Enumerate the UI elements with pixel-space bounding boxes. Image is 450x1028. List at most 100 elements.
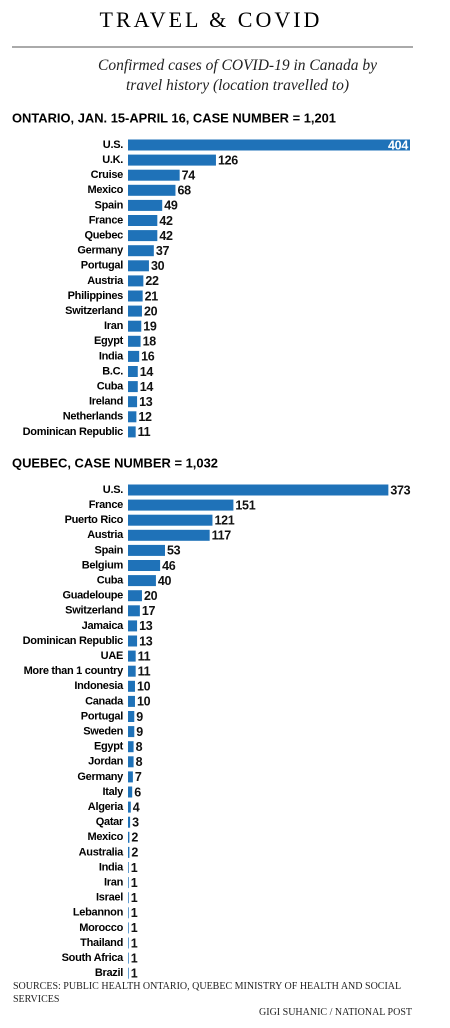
value-label: 8 [136, 755, 143, 769]
bar [128, 544, 165, 556]
category-label: France [89, 499, 123, 511]
category-label: UAE [101, 650, 123, 662]
bar [128, 952, 129, 964]
category-label: Cruise [91, 169, 124, 181]
bar [128, 605, 140, 617]
category-label: Canada [85, 695, 124, 707]
bar [128, 665, 136, 677]
category-label: Iran [104, 877, 124, 889]
category-label: Portugal [81, 710, 123, 722]
bar [128, 245, 154, 257]
value-label: 9 [136, 710, 143, 724]
value-label: 6 [134, 785, 141, 799]
value-label: 1 [131, 876, 138, 890]
value-label: 121 [214, 513, 234, 527]
category-label: Philippines [68, 290, 124, 302]
bar [128, 650, 136, 662]
bar [128, 290, 143, 302]
value-label: 19 [143, 319, 157, 333]
category-label: Quebec [84, 230, 123, 242]
value-label: 3 [132, 815, 139, 829]
category-label: Cuba [97, 381, 124, 393]
bar [128, 260, 149, 272]
value-label: 1 [131, 936, 138, 950]
value-label: 14 [140, 380, 154, 394]
sources: SOURCES: PUBLIC HEALTH ONTARIO, QUEBEC M… [13, 981, 401, 1005]
bar [128, 967, 129, 979]
bar [128, 831, 130, 843]
value-label: 18 [143, 335, 157, 349]
value-label: 68 [177, 184, 191, 198]
value-label: 9 [136, 725, 143, 739]
category-label: Morocco [79, 922, 123, 934]
bar [128, 169, 180, 181]
value-label: 11 [138, 664, 151, 678]
category-label: Mexico [88, 831, 124, 843]
value-label: 373 [390, 483, 410, 497]
value-label: 16 [141, 350, 155, 364]
value-label: 2 [131, 846, 138, 860]
value-label: 42 [159, 214, 173, 228]
bar [128, 484, 389, 496]
bar [128, 381, 138, 393]
bar [128, 305, 142, 317]
category-label: Belgium [82, 559, 124, 571]
value-label: 10 [137, 680, 151, 694]
category-label: Italy [102, 786, 124, 798]
category-label: Portugal [81, 260, 123, 272]
category-label: Puerto Rico [65, 514, 124, 526]
bar [128, 499, 234, 511]
bar [128, 215, 158, 226]
category-label: Iran [104, 320, 124, 332]
category-label: Germany [77, 245, 124, 257]
bar [128, 635, 138, 647]
value-label: 1 [131, 951, 138, 965]
bar [128, 862, 129, 873]
value-label: 1 [131, 921, 138, 935]
bar [128, 907, 129, 919]
bar [128, 726, 135, 738]
chart-title: ONTARIO, JAN. 15-APRIL 16, CASE NUMBER =… [12, 110, 336, 125]
category-label: Australia [79, 846, 125, 858]
value-label: 10 [137, 695, 151, 709]
value-label: 21 [145, 289, 159, 303]
bar [128, 320, 142, 332]
bar [128, 199, 163, 211]
bar [128, 396, 138, 408]
bar [128, 771, 133, 783]
bar [128, 426, 136, 438]
bar [128, 335, 141, 347]
category-label: Netherlands [63, 411, 123, 423]
bar [128, 756, 134, 768]
category-label: Egypt [94, 741, 124, 753]
bar [128, 695, 135, 707]
value-label: 11 [138, 425, 151, 439]
bar [128, 922, 129, 934]
bar [128, 366, 138, 377]
bar [128, 154, 216, 166]
value-label: 14 [140, 365, 154, 379]
category-label: Spain [95, 199, 124, 211]
subtitle-box: Confirmed cases of COVID-19 in Canada by… [98, 57, 377, 94]
bar [128, 590, 142, 602]
value-label: 53 [167, 544, 181, 558]
category-label: Brazil [95, 967, 123, 979]
category-label: U.K. [102, 154, 123, 166]
category-label: Algeria [88, 801, 124, 813]
value-label: 12 [138, 410, 152, 424]
value-label: 46 [162, 559, 176, 573]
value-label: 42 [159, 229, 173, 243]
value-label: 1 [131, 891, 138, 905]
bar [128, 801, 131, 813]
category-label: Austria [87, 529, 124, 541]
bar [128, 575, 156, 587]
value-label: 30 [151, 259, 165, 273]
value-label: 7 [135, 770, 142, 784]
bar [128, 529, 210, 541]
bar [128, 560, 161, 571]
category-label: U.S. [103, 484, 123, 496]
category-label: Jordan [88, 756, 123, 768]
page-title: TRAVEL & COVID [100, 7, 323, 32]
